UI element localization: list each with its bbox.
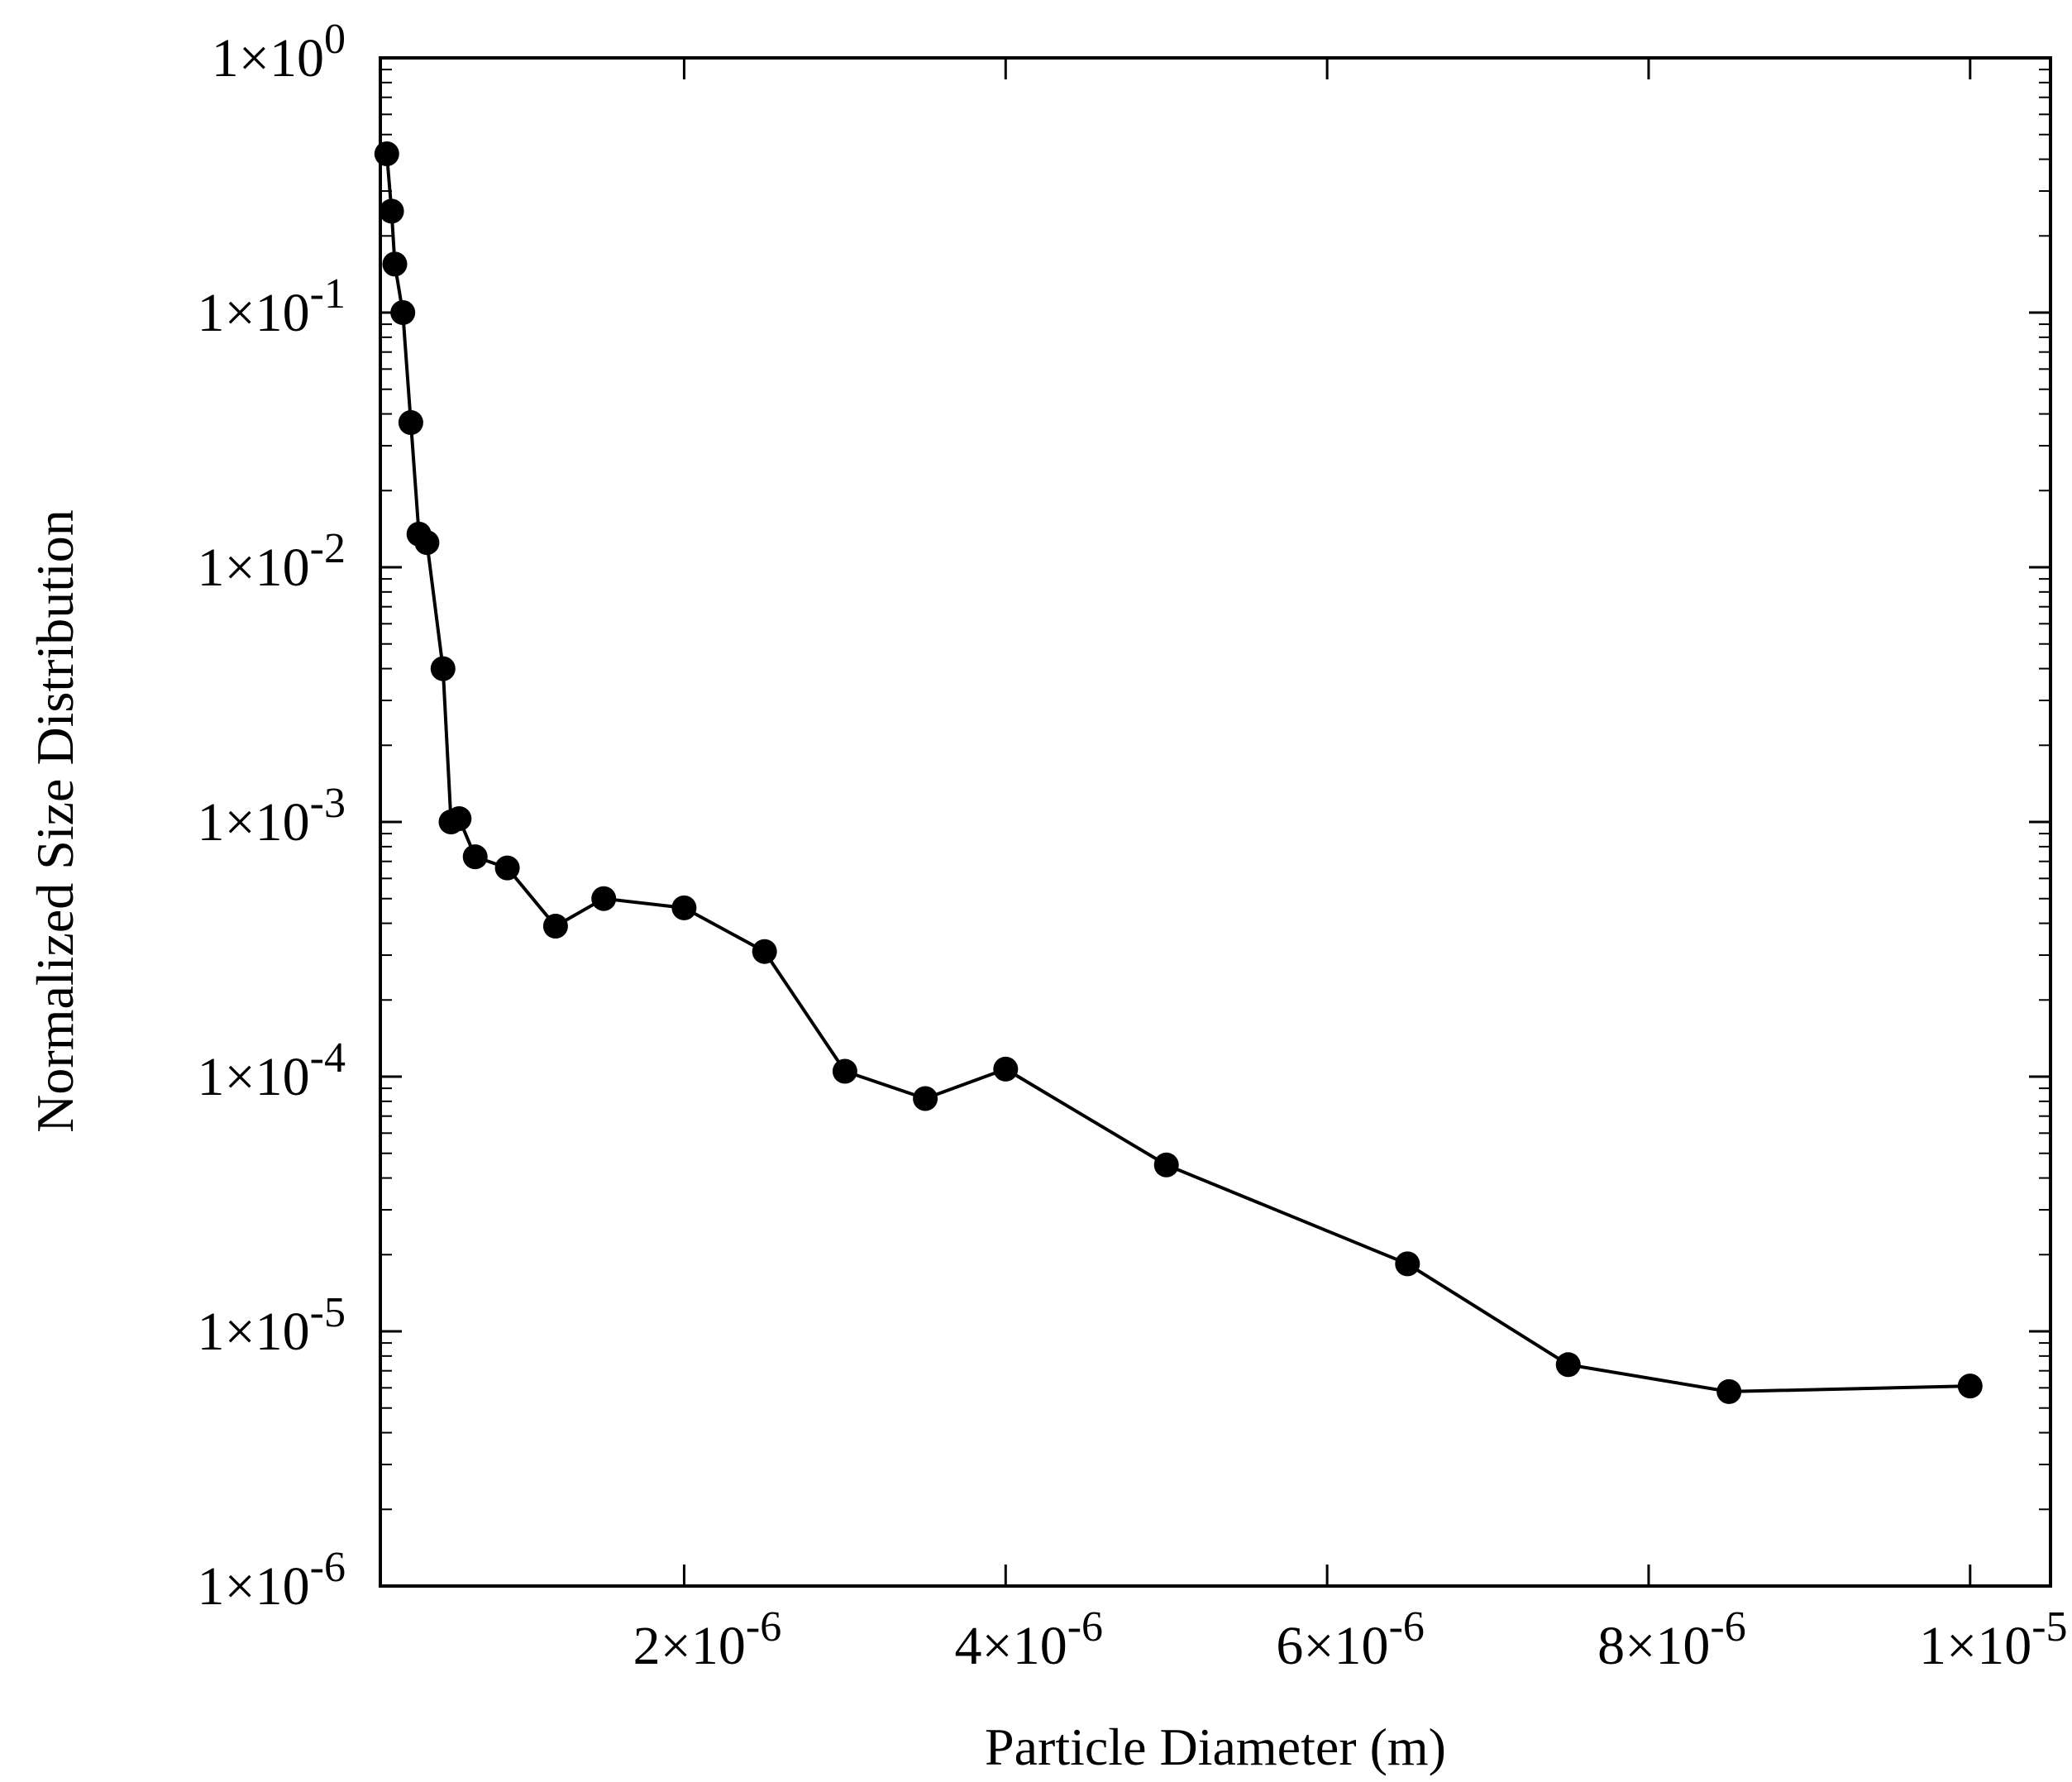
data-point: [542, 914, 568, 939]
data-point: [993, 1056, 1019, 1082]
y-axis-ticks: 1×100 1×10-1 1×10-2 1×10-3 1×10-4 1×10-5 1×10-…: [197, 16, 2051, 1617]
plot-frame: [379, 56, 2052, 1588]
data-point: [374, 141, 399, 166]
y-minor-ticks: [380, 69, 2051, 1511]
y-tick-label: 1×10-1: [197, 270, 346, 343]
data-point: [398, 410, 423, 435]
data-point: [832, 1058, 857, 1084]
data-point: [414, 530, 440, 556]
x-axis-ticks: 2×10-6 4×10-6 6×10-6 8×10-6 1×10-5: [633, 58, 2068, 1676]
y-tick-label: 1×10-2: [197, 525, 346, 598]
data-point: [390, 300, 416, 325]
data-point: [1957, 1374, 1983, 1399]
data-point: [752, 939, 777, 964]
y-tick-label: 1×10-4: [197, 1034, 346, 1107]
data-points: [374, 141, 1983, 1404]
y-tick-label: 1×10-3: [197, 780, 346, 853]
x-tick-label: 2×10-6: [633, 1603, 782, 1676]
data-point: [671, 895, 697, 920]
x-tick-label: 4×10-6: [955, 1603, 1104, 1676]
series-line: [384, 153, 1970, 1393]
y-tick-label: 1×10-6: [197, 1544, 346, 1617]
data-point: [1153, 1152, 1179, 1178]
y-tick-label: 1×10-5: [197, 1289, 346, 1362]
data-point: [913, 1086, 938, 1111]
x-tick-label: 8×10-6: [1597, 1603, 1746, 1676]
data-point: [446, 806, 472, 831]
y-tick-label: 1×100: [212, 16, 346, 88]
data-point: [1395, 1251, 1420, 1277]
x-tick-label: 1×10-5: [1919, 1603, 2068, 1676]
data-point: [379, 198, 404, 224]
data-point: [430, 656, 456, 681]
x-tick-label: 6×10-6: [1276, 1603, 1425, 1676]
data-point: [1716, 1378, 1742, 1404]
data-point: [591, 886, 617, 911]
data-point: [462, 844, 488, 870]
data-point: [494, 855, 520, 881]
data-point: [382, 251, 408, 277]
x-axis-label: Particle Diameter (m): [985, 1718, 1446, 1776]
data-point: [1555, 1352, 1581, 1378]
y-axis-label: Normalized Size Distribution: [26, 509, 84, 1133]
